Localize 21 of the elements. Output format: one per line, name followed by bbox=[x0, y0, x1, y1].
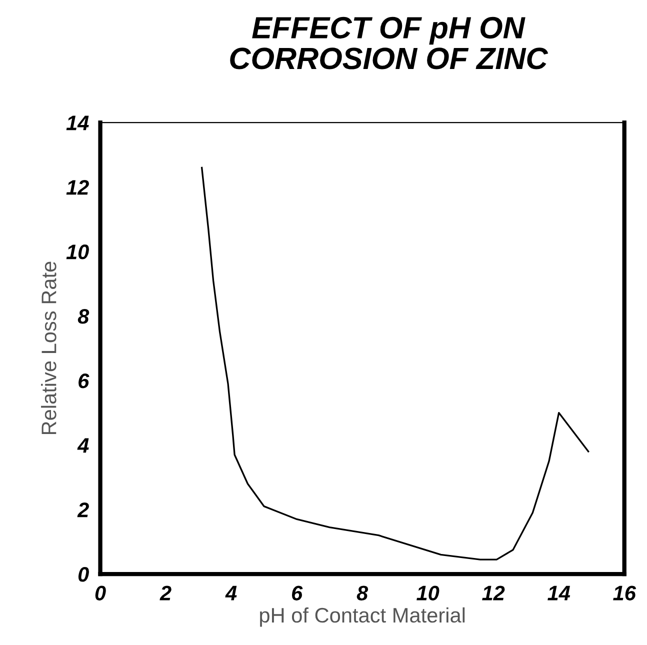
x-tick-label: 8 bbox=[356, 586, 368, 600]
x-tick-label: 6 bbox=[292, 586, 303, 600]
y-tick-label: 0 bbox=[78, 567, 89, 582]
y-tick-label: 8 bbox=[78, 309, 90, 324]
x-tick-label: 12 bbox=[482, 586, 505, 600]
y-tick-label: 2 bbox=[77, 502, 89, 518]
x-tick-label: 10 bbox=[416, 586, 440, 600]
chart-title: EFFECT OF pH ON CORROSION OF ZINC bbox=[230, 16, 548, 70]
x-axis-title: pH of Contact Material bbox=[260, 607, 465, 627]
x-tick-label: 4 bbox=[225, 586, 237, 600]
y-tick-label: 12 bbox=[66, 180, 89, 195]
y-tick-label: 4 bbox=[77, 438, 89, 453]
x-tick-label: 0 bbox=[95, 586, 106, 600]
y-tick-label: 6 bbox=[78, 374, 90, 388]
y-tick-label: 14 bbox=[66, 116, 89, 130]
x-tick-label: 16 bbox=[613, 586, 636, 600]
x-tick-label: 14 bbox=[548, 586, 570, 600]
line-series bbox=[200, 166, 590, 560]
y-axis-title: Relative Loss Rate bbox=[41, 262, 56, 434]
x-tick-label: 2 bbox=[160, 586, 172, 600]
y-tick-label: 10 bbox=[66, 244, 89, 260]
